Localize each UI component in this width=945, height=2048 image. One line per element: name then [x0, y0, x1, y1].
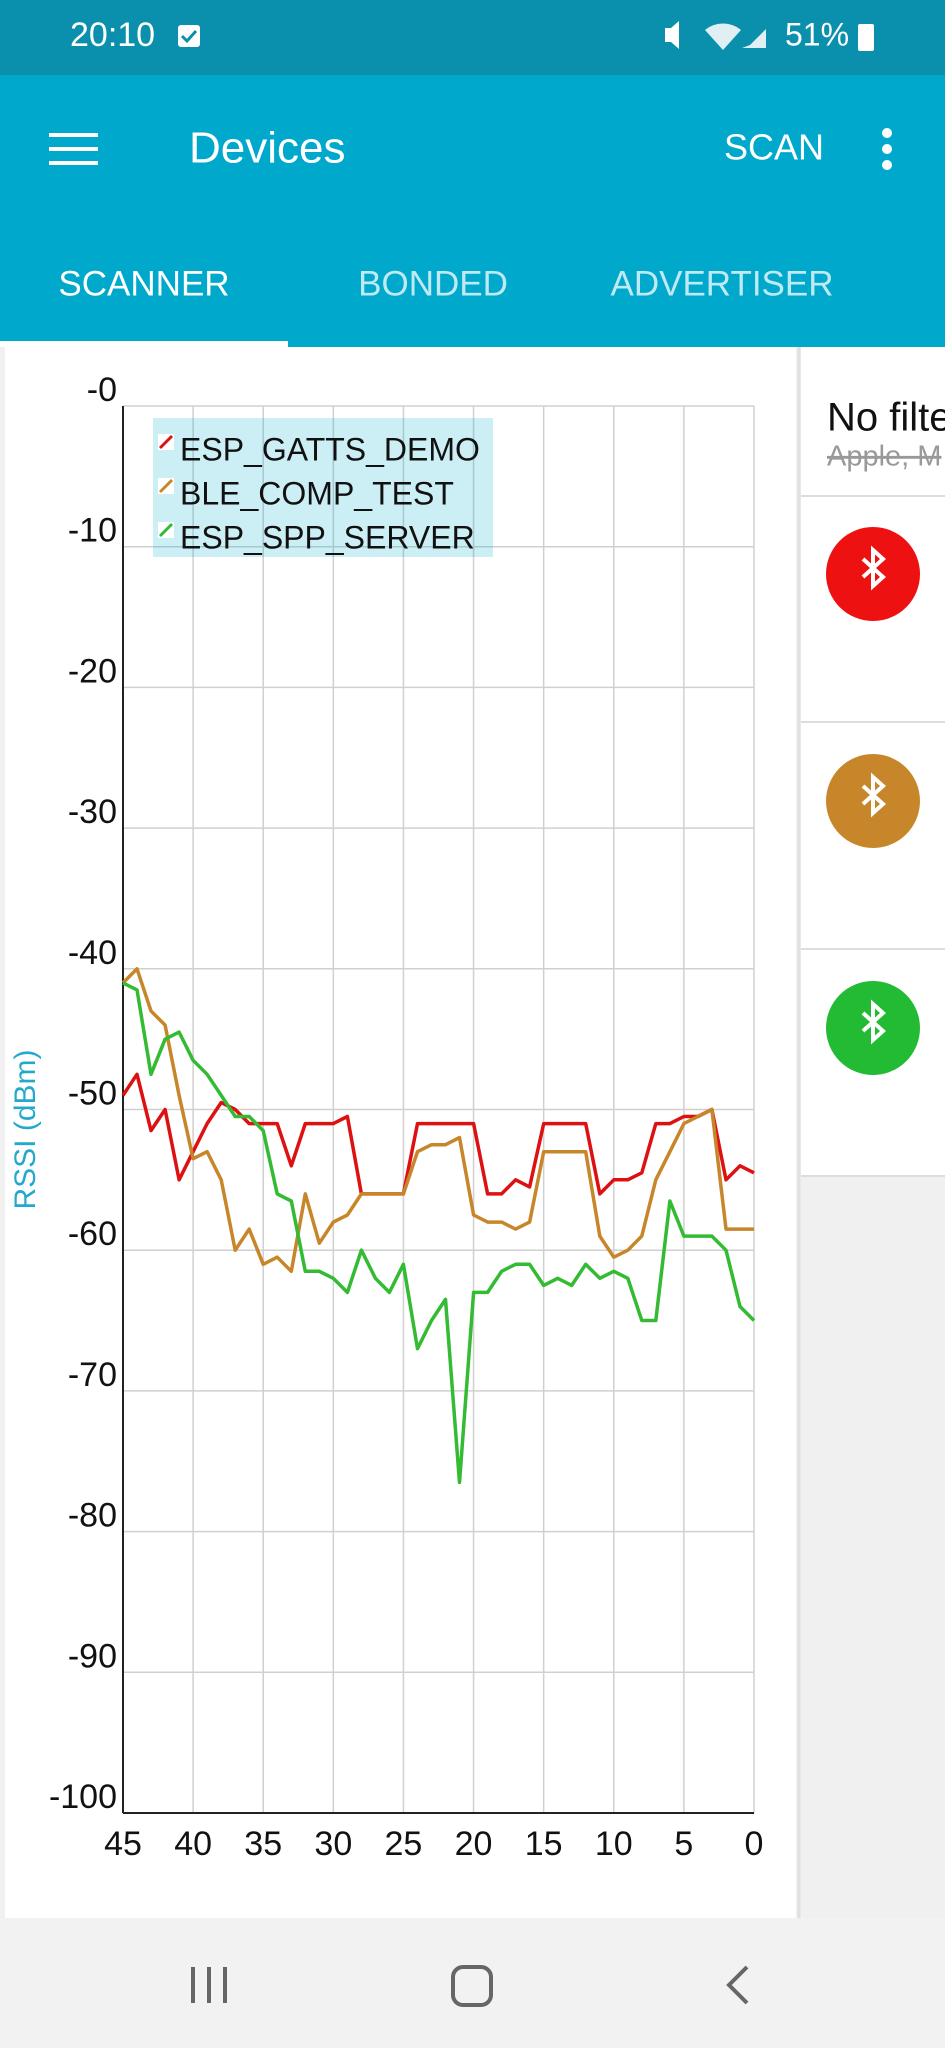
- filter-subtitle: Apple, M: [827, 441, 941, 473]
- nav-bar: [0, 1918, 945, 2048]
- x-tick-label: 25: [385, 1825, 423, 1863]
- app-bar: [0, 75, 945, 347]
- y-tick-label: -10: [68, 512, 117, 550]
- legend-box: [153, 418, 493, 557]
- home-button[interactable]: [451, 1965, 493, 2007]
- y-tick-label: -80: [68, 1497, 117, 1535]
- legend-swatch: [158, 478, 174, 494]
- series-line: [121, 967, 754, 1274]
- app-title: Devices: [189, 124, 346, 173]
- tab-indicator: [0, 341, 288, 347]
- legend-swatch: [158, 434, 174, 450]
- battery-icon: [858, 24, 874, 51]
- device-icon[interactable]: [826, 981, 920, 1075]
- y-tick-label: -100: [49, 1778, 117, 1816]
- x-tick-label: 5: [674, 1825, 693, 1863]
- status-bar: [0, 0, 945, 75]
- x-tick-label: 15: [525, 1825, 563, 1863]
- status-icon: [178, 25, 200, 47]
- y-tick-label: -90: [68, 1637, 117, 1675]
- status-time: 20:10: [70, 16, 155, 54]
- legend-label: ESP_GATTS_DEMO: [180, 431, 480, 467]
- tab[interactable]: BONDED: [358, 264, 508, 303]
- x-tick-label: 45: [104, 1825, 142, 1863]
- menu-button[interactable]: [49, 133, 98, 165]
- y-tick-label: -50: [68, 1074, 117, 1112]
- x-tick-label: 35: [244, 1825, 282, 1863]
- back-button[interactable]: [726, 1965, 749, 2005]
- x-tick-label: 10: [595, 1825, 633, 1863]
- tab[interactable]: SCANNER: [58, 264, 229, 303]
- chart-panel: [5, 347, 796, 1918]
- x-tick-label: 30: [314, 1825, 352, 1863]
- y-axis-label: RSSI (dBm): [9, 1049, 42, 1209]
- wifi-icon: [705, 23, 741, 50]
- y-tick-label: -30: [68, 793, 117, 831]
- legend-label: ESP_SPP_SERVER: [180, 519, 475, 555]
- x-tick-label: 0: [745, 1825, 764, 1863]
- y-tick-label: -40: [68, 934, 117, 972]
- device-icon[interactable]: [826, 754, 920, 848]
- x-tick-label: 40: [174, 1825, 212, 1863]
- y-tick-label: -60: [68, 1215, 117, 1253]
- legend-swatch: [158, 522, 174, 538]
- filter-title: No filte: [827, 396, 945, 440]
- status-battery: 51%: [785, 16, 849, 52]
- mute-icon: [665, 21, 679, 49]
- scan-button[interactable]: SCAN: [724, 127, 824, 168]
- chart: -0 -10 -20 -30 -40 -50 -60 -70 -80 -90 -100 45 40 35 3…: [9, 371, 764, 1863]
- y-tick-label: -20: [68, 652, 117, 690]
- y-tick-label: -0: [87, 371, 117, 409]
- y-tick-label: -70: [68, 1356, 117, 1394]
- overflow-menu[interactable]: [882, 128, 892, 170]
- x-tick-label: 20: [455, 1825, 493, 1863]
- device-icon[interactable]: [826, 527, 920, 621]
- recent-button[interactable]: [191, 1967, 227, 2003]
- series-line: [122, 981, 756, 1485]
- tab[interactable]: ADVERTISER: [610, 264, 833, 303]
- status-icon: [180, 29, 198, 44]
- legend-label: BLE_COMP_TEST: [180, 475, 454, 511]
- signal-icon: [742, 29, 766, 48]
